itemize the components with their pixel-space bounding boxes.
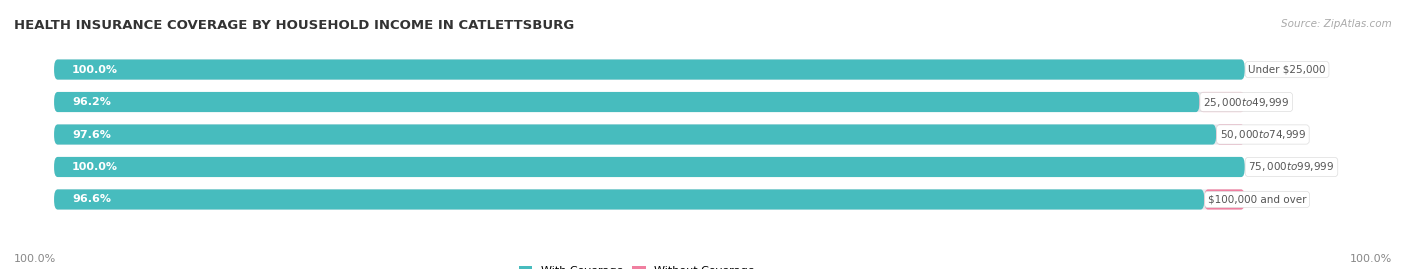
Text: 100.0%: 100.0% [72, 162, 118, 172]
FancyBboxPatch shape [53, 157, 1244, 177]
FancyBboxPatch shape [53, 59, 1244, 80]
Legend: With Coverage, Without Coverage: With Coverage, Without Coverage [515, 261, 759, 269]
Text: 100.0%: 100.0% [72, 65, 118, 75]
FancyBboxPatch shape [53, 92, 1199, 112]
Text: 96.6%: 96.6% [72, 194, 111, 204]
FancyBboxPatch shape [53, 157, 1244, 177]
FancyBboxPatch shape [53, 189, 1205, 210]
Text: Source: ZipAtlas.com: Source: ZipAtlas.com [1281, 19, 1392, 29]
FancyBboxPatch shape [53, 189, 1244, 210]
Text: 100.0%: 100.0% [1350, 254, 1392, 264]
FancyBboxPatch shape [53, 92, 1244, 112]
Text: 3.8%: 3.8% [1263, 97, 1291, 107]
Text: $50,000 to $74,999: $50,000 to $74,999 [1220, 128, 1306, 141]
Text: Under $25,000: Under $25,000 [1249, 65, 1326, 75]
FancyBboxPatch shape [53, 125, 1244, 144]
Text: 2.4%: 2.4% [1263, 129, 1291, 140]
FancyBboxPatch shape [53, 59, 1244, 80]
Text: 3.4%: 3.4% [1263, 194, 1291, 204]
FancyBboxPatch shape [1216, 125, 1244, 144]
Text: $75,000 to $99,999: $75,000 to $99,999 [1249, 161, 1334, 174]
FancyBboxPatch shape [1199, 92, 1244, 112]
Text: 97.6%: 97.6% [72, 129, 111, 140]
Text: HEALTH INSURANCE COVERAGE BY HOUSEHOLD INCOME IN CATLETTSBURG: HEALTH INSURANCE COVERAGE BY HOUSEHOLD I… [14, 19, 574, 32]
FancyBboxPatch shape [53, 125, 1216, 144]
Text: 100.0%: 100.0% [14, 254, 56, 264]
Text: $100,000 and over: $100,000 and over [1208, 194, 1306, 204]
FancyBboxPatch shape [1205, 189, 1244, 210]
Text: $25,000 to $49,999: $25,000 to $49,999 [1204, 95, 1289, 108]
Text: 0.0%: 0.0% [1286, 65, 1315, 75]
Text: 96.2%: 96.2% [72, 97, 111, 107]
Text: 0.0%: 0.0% [1286, 162, 1315, 172]
